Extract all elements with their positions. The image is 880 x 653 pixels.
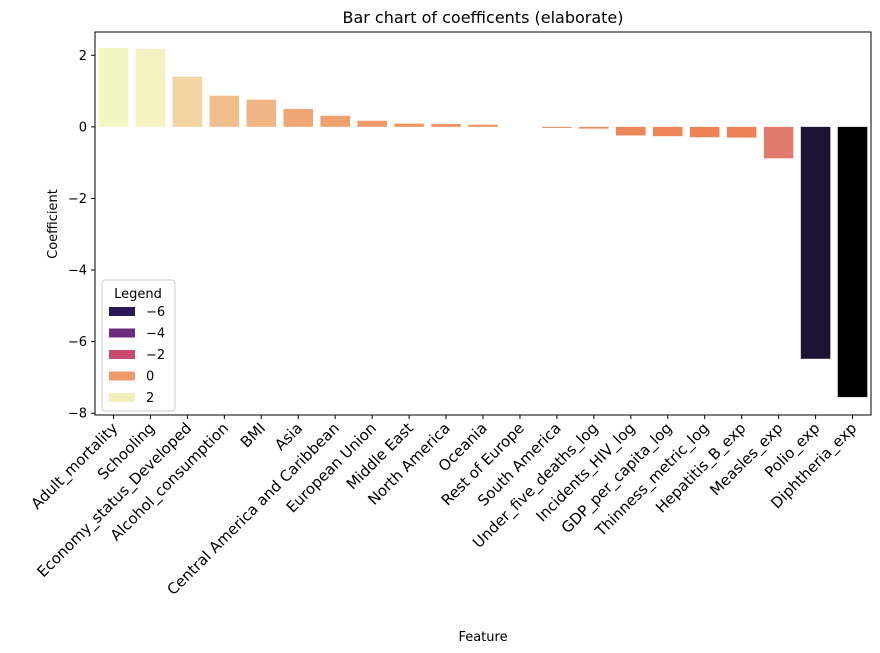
- y-tick-label: −8: [68, 407, 87, 422]
- bar-asia: [283, 108, 314, 127]
- bar-hepatitis-b-exp: [726, 126, 757, 138]
- bar-south-america: [542, 126, 572, 128]
- legend-swatch: [109, 350, 135, 359]
- x-tick-label: Economy_status_Developed: [34, 419, 196, 581]
- bar-middle-east: [394, 123, 424, 127]
- bar-schooling: [135, 48, 166, 127]
- bar-measles-exp: [763, 126, 794, 159]
- y-tick-label: 2: [79, 49, 87, 64]
- legend-swatch: [109, 371, 135, 381]
- bar-diphtheria-exp: [837, 126, 868, 398]
- y-axis-title: Coefficient: [46, 189, 61, 259]
- legend-label: −4: [146, 327, 165, 342]
- legend-swatch: [109, 328, 135, 338]
- bar-bmi: [246, 99, 277, 127]
- bar-under-five-deaths-log: [579, 126, 609, 129]
- bar-gdp-per-capita-log: [652, 126, 683, 137]
- legend: Legend −6 −4 −2 0 2: [101, 279, 176, 412]
- y-axis: 2 0 −2 −4 −6 −8: [68, 49, 95, 422]
- legend-label: −2: [146, 348, 165, 363]
- y-tick-label: −2: [68, 192, 87, 207]
- legend-label: −6: [146, 305, 165, 320]
- legend-swatch: [109, 307, 135, 316]
- y-tick-label: −6: [68, 335, 87, 350]
- legend-label: 0: [146, 370, 154, 385]
- y-tick-label: 0: [79, 120, 87, 135]
- bar-north-america: [431, 123, 461, 127]
- legend-title: Legend: [114, 287, 162, 302]
- x-axis-title: Feature: [458, 630, 507, 645]
- bar-central-america-and-caribbean: [320, 115, 350, 127]
- bar-incidents-hiv-log: [616, 126, 646, 136]
- bar-economy-status-developed: [172, 76, 203, 127]
- plot-frame: [94, 31, 872, 416]
- x-tick-label: BMI: [237, 419, 269, 451]
- bar-adult-mortality: [98, 48, 129, 127]
- y-tick-label: −4: [68, 264, 87, 279]
- bar-oceania: [468, 124, 498, 127]
- legend-label: 2: [146, 391, 154, 406]
- bar-alcohol-consumption: [209, 95, 240, 127]
- legend-entries: −6 −4 −2 0 2: [109, 305, 165, 406]
- legend-swatch: [109, 393, 135, 402]
- bar-thinness-metric-log: [689, 126, 720, 138]
- bar-european-union: [357, 120, 387, 127]
- x-axis: Adult_mortalitySchoolingEconomy_status_D…: [27, 415, 861, 599]
- bars-group: [98, 48, 868, 398]
- chart-title: Bar chart of coefficents (elaborate): [342, 8, 623, 27]
- bar-polio-exp: [800, 126, 831, 359]
